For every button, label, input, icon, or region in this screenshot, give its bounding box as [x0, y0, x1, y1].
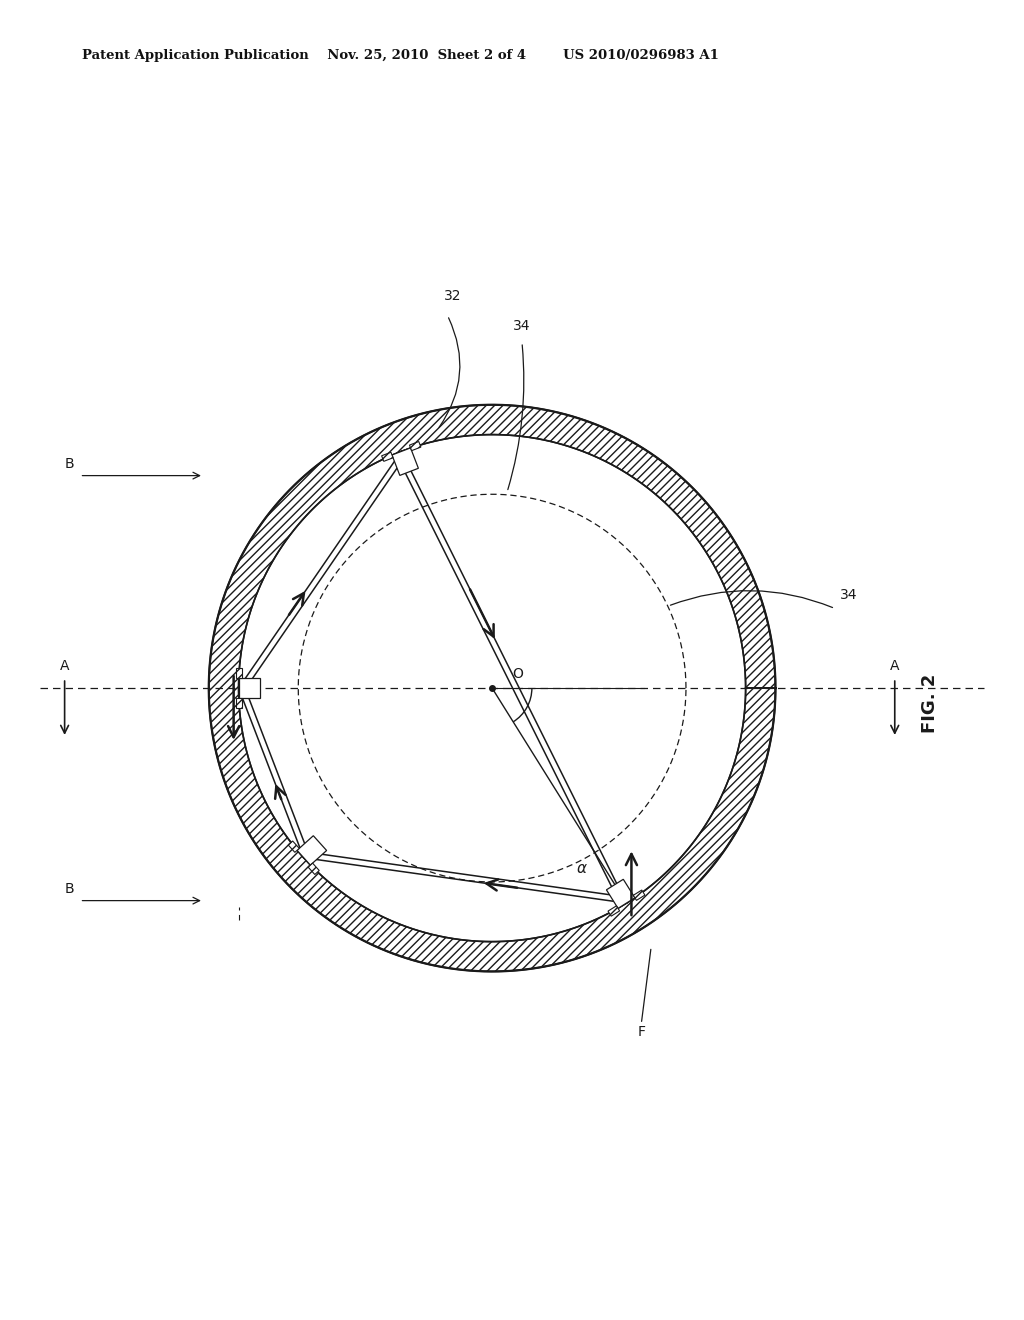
Text: FIG. 2: FIG. 2 [921, 673, 939, 733]
Polygon shape [236, 668, 242, 678]
Polygon shape [288, 841, 299, 853]
Polygon shape [382, 453, 393, 462]
Text: Patent Application Publication    Nov. 25, 2010  Sheet 2 of 4        US 2010/029: Patent Application Publication Nov. 25, … [82, 49, 719, 62]
Polygon shape [633, 890, 645, 900]
Polygon shape [209, 405, 775, 972]
Polygon shape [392, 447, 419, 475]
Text: 32: 32 [443, 289, 461, 304]
Text: B: B [65, 457, 75, 471]
Text: F: F [637, 1026, 645, 1039]
Polygon shape [236, 698, 242, 708]
Text: A: A [890, 659, 899, 673]
Polygon shape [239, 678, 260, 698]
Text: 34: 34 [840, 587, 857, 602]
Text: A: A [59, 659, 70, 673]
Polygon shape [608, 906, 620, 916]
Text: 34: 34 [513, 319, 530, 333]
Polygon shape [606, 879, 635, 908]
Text: α: α [577, 861, 587, 876]
Text: O: O [512, 667, 523, 681]
Polygon shape [297, 836, 327, 865]
Polygon shape [308, 863, 319, 875]
Text: B: B [65, 882, 75, 896]
Polygon shape [410, 441, 421, 450]
